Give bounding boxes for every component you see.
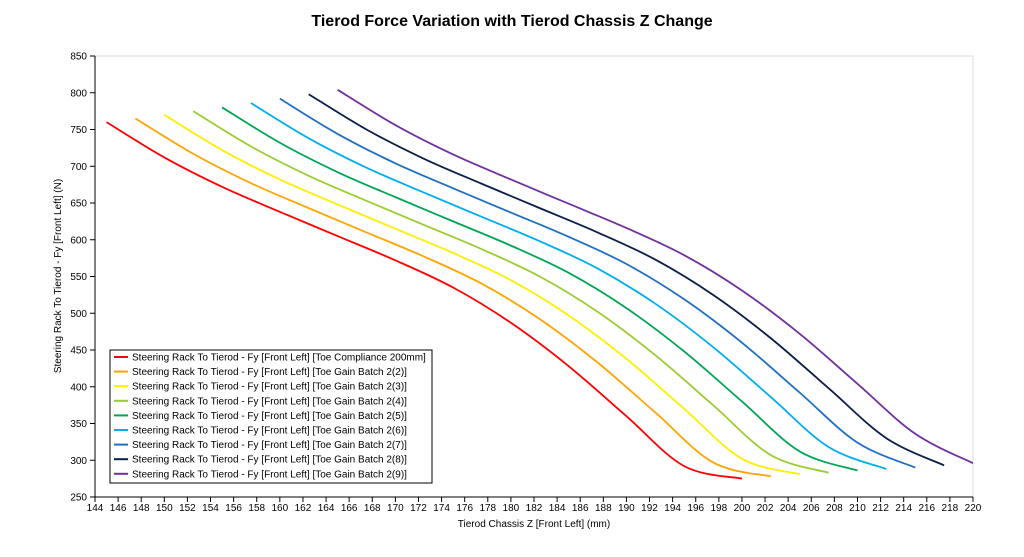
- x-tick-label: 216: [918, 503, 935, 514]
- y-tick-label: 500: [70, 309, 87, 320]
- y-axis-label: Steering Rack To Tierod - Fy [Front Left…: [53, 179, 64, 373]
- series-line-8: [308, 93, 945, 467]
- y-tick-label: 750: [70, 125, 87, 136]
- x-tick-label: 196: [687, 503, 704, 514]
- y-axis-ticks: 250 300 350 400 450 500 550 600 650 700 750 800 850: [70, 52, 95, 504]
- x-tick-label: 194: [664, 503, 681, 514]
- x-tick-label: 168: [364, 503, 381, 514]
- x-tick-label: 212: [872, 503, 889, 514]
- legend-label: Steering Rack To Tierod - Fy [Front Left…: [132, 382, 407, 393]
- x-tick-label: 148: [133, 503, 150, 514]
- y-tick-label: 700: [70, 162, 87, 173]
- x-tick-label: 220: [965, 503, 982, 514]
- x-tick-label: 178: [479, 503, 496, 514]
- y-tick-label: 350: [70, 419, 87, 430]
- legend-label: Steering Rack To Tierod - Fy [Front Left…: [132, 440, 407, 451]
- x-tick-label: 158: [248, 503, 265, 514]
- series-line-9: [337, 89, 974, 464]
- legend-label: Steering Rack To Tierod - Fy [Front Left…: [132, 426, 407, 437]
- y-tick-label: 250: [70, 493, 87, 504]
- x-tick-label: 164: [318, 503, 335, 514]
- x-tick-label: 154: [202, 503, 219, 514]
- x-tick-label: 202: [757, 503, 774, 514]
- x-tick-label: 198: [710, 503, 727, 514]
- x-tick-label: 180: [503, 503, 520, 514]
- series-line-1: [106, 121, 743, 480]
- x-tick-label: 156: [225, 503, 242, 514]
- chart-title: Tierod Force Variation with Tierod Chass…: [311, 13, 712, 30]
- y-tick-label: 850: [70, 52, 87, 63]
- x-tick-label: 182: [526, 503, 543, 514]
- legend-label: Steering Rack To Tierod - Fy [Front Left…: [132, 455, 407, 466]
- series-line-6: [250, 102, 887, 470]
- legend-label: Steering Rack To Tierod - Fy [Front Left…: [132, 367, 407, 378]
- y-tick-label: 300: [70, 456, 87, 467]
- x-tick-label: 192: [641, 503, 658, 514]
- legend: Steering Rack To Tierod - Fy [Front Left…: [109, 349, 433, 484]
- series-line-2: [134, 117, 772, 478]
- x-tick-label: 218: [942, 503, 959, 514]
- x-tick-label: 152: [179, 503, 196, 514]
- x-tick-label: 214: [895, 503, 912, 514]
- x-tick-label: 208: [826, 503, 843, 514]
- x-tick-label: 146: [110, 503, 127, 514]
- x-tick-label: 160: [271, 503, 288, 514]
- x-tick-label: 144: [87, 503, 104, 514]
- x-axis-label: Tierod Chassis Z [Front Left] (mm): [458, 519, 610, 530]
- x-tick-label: 170: [387, 503, 404, 514]
- y-tick-label: 450: [70, 346, 87, 357]
- x-tick-label: 162: [295, 503, 312, 514]
- y-tick-label: 800: [70, 88, 87, 99]
- x-tick-label: 204: [780, 503, 797, 514]
- x-axis-ticks: 144 146 148 150 152 154 156 158 160 162 164 166 168 1…: [87, 497, 982, 514]
- x-tick-label: 150: [156, 503, 173, 514]
- x-tick-label: 186: [572, 503, 589, 514]
- y-tick-label: 400: [70, 382, 87, 393]
- legend-label: Steering Rack To Tierod - Fy [Front Left…: [132, 411, 407, 422]
- series-line-5: [221, 106, 858, 472]
- legend-label: Steering Rack To Tierod - Fy [Front Left…: [132, 353, 426, 364]
- legend-box: [109, 349, 433, 484]
- x-tick-label: 206: [803, 503, 820, 514]
- x-tick-label: 190: [618, 503, 635, 514]
- series-line-4: [192, 110, 829, 474]
- series-line-3: [163, 114, 800, 476]
- legend-label: Steering Rack To Tierod - Fy [Front Left…: [132, 469, 407, 480]
- y-tick-label: 650: [70, 199, 87, 210]
- y-tick-label: 600: [70, 235, 87, 246]
- series-line-7: [279, 97, 916, 469]
- x-tick-label: 176: [456, 503, 473, 514]
- x-tick-label: 188: [595, 503, 612, 514]
- x-tick-label: 210: [849, 503, 866, 514]
- x-tick-label: 200: [734, 503, 751, 514]
- x-tick-label: 172: [410, 503, 427, 514]
- series-layer: [106, 89, 974, 480]
- x-tick-label: 184: [549, 503, 566, 514]
- y-tick-label: 550: [70, 272, 87, 283]
- legend-label: Steering Rack To Tierod - Fy [Front Left…: [132, 396, 407, 407]
- x-tick-label: 166: [341, 503, 358, 514]
- x-tick-label: 174: [433, 503, 450, 514]
